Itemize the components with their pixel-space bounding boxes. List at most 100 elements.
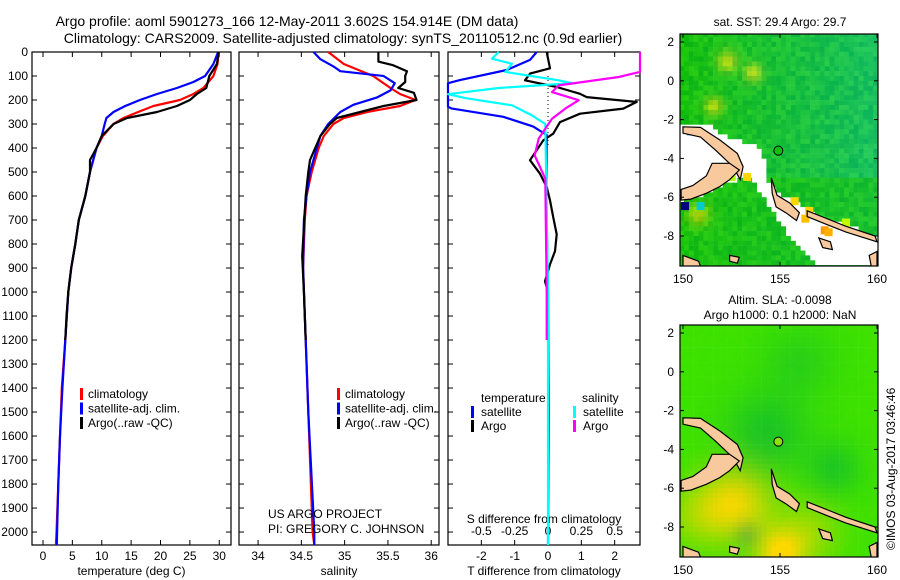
map-cell: [800, 502, 806, 508]
map-cell: [717, 396, 723, 402]
map-cell: [737, 400, 743, 406]
map-cell: [873, 168, 878, 174]
map-cell: [790, 56, 796, 62]
map-cell: [708, 245, 714, 251]
map-cell: [708, 449, 714, 455]
map-cell: [844, 34, 850, 38]
map-cell: [684, 536, 690, 542]
map-cell: [819, 80, 825, 86]
map-cell: [844, 439, 850, 445]
map-cell: [839, 192, 845, 198]
map-cell: [727, 226, 733, 232]
map-cell: [717, 371, 723, 377]
map-cell: [785, 187, 791, 193]
map-cell-highlight: [801, 214, 810, 223]
map-cell: [800, 56, 806, 62]
map-cell: [814, 347, 820, 353]
map-cell: [873, 163, 878, 169]
map-cell: [713, 444, 719, 450]
map-cell: [805, 536, 811, 542]
map-cell: [747, 71, 753, 77]
map-cell: [844, 473, 850, 479]
map-cell: [742, 90, 748, 96]
map-cell: [747, 381, 753, 387]
map-cell: [751, 430, 757, 436]
map-cell: [819, 163, 825, 169]
map-cell: [858, 61, 864, 67]
map-cell: [781, 454, 787, 460]
map-cell: [732, 221, 738, 227]
y-tick-label: 1000: [1, 285, 28, 299]
map-cell: [853, 420, 859, 426]
map-cell: [747, 34, 753, 38]
map-cell: [717, 231, 723, 237]
map-cell: [713, 541, 719, 547]
map-cell: [819, 493, 825, 499]
map-cell: [839, 66, 845, 72]
map-cell: [751, 325, 757, 329]
map-cell: [829, 473, 835, 479]
map-cell: [844, 391, 850, 397]
map-cell: [756, 114, 762, 120]
map-cell: [732, 420, 738, 426]
map-cell: [693, 51, 699, 57]
map-cell: [800, 473, 806, 479]
map-cell: [848, 454, 854, 460]
map-cell: [848, 459, 854, 465]
map-cell: [688, 454, 694, 460]
map-cell: [680, 328, 685, 334]
map-cell: [713, 366, 719, 372]
map-cell: [824, 337, 830, 343]
map-cell: [761, 216, 767, 222]
map-cell: [761, 536, 767, 542]
map-cell: [829, 376, 835, 382]
map-cell: [781, 527, 787, 533]
map-cell: [858, 333, 864, 339]
map-cell: [781, 168, 787, 174]
map-cell: [717, 56, 723, 62]
map-cell: [684, 502, 690, 508]
map-cell: [790, 425, 796, 431]
map-cell: [698, 362, 704, 368]
map-cell: [761, 507, 767, 513]
map-cell: [693, 250, 699, 256]
map-cell: [747, 415, 753, 421]
map-cell: [814, 366, 820, 372]
map-cell: [853, 153, 859, 159]
map-cell: [824, 546, 830, 552]
map-cell: [737, 527, 743, 533]
map-cell: [751, 439, 757, 445]
map-cell: [747, 522, 753, 528]
map-cell: [747, 51, 753, 57]
map-cell: [873, 197, 878, 203]
map-cell: [834, 172, 840, 178]
map-cell: [766, 129, 772, 135]
map-cell: [693, 546, 699, 552]
map-cell: [756, 211, 762, 217]
map-cell: [844, 129, 850, 135]
map-cell: [834, 143, 840, 149]
map-cell: [727, 325, 733, 329]
map-cell: [878, 513, 883, 518]
map-cell: [727, 66, 733, 72]
map-cell: [863, 551, 869, 557]
map-cell: [713, 90, 719, 96]
map-cell: [873, 536, 878, 542]
map-cell: [737, 37, 743, 43]
legend-swatch: [573, 420, 576, 432]
map-cell: [693, 114, 699, 120]
map-cell: [747, 512, 753, 518]
map-cell: [781, 231, 787, 237]
map-cell: [722, 124, 728, 130]
map-cell: [747, 531, 753, 537]
map-cell: [781, 109, 787, 115]
map-cell: [703, 531, 709, 537]
map-cell: [751, 463, 757, 469]
map-cell: [790, 153, 796, 159]
map-cell: [790, 90, 796, 96]
map-cell: [829, 153, 835, 159]
map-cell: [810, 527, 816, 533]
map-cell: [684, 333, 690, 339]
map-cell: [853, 134, 859, 140]
map-cell: [781, 260, 787, 266]
